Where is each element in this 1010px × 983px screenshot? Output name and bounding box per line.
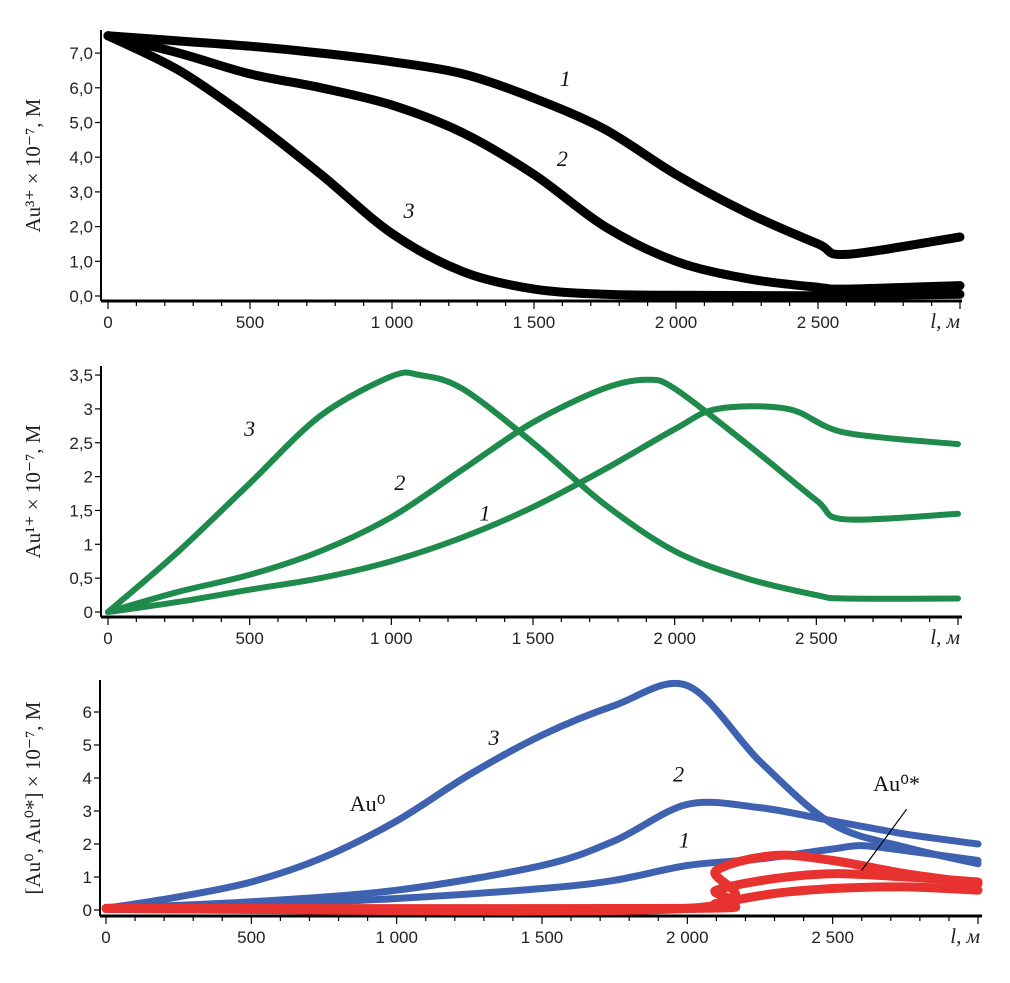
- x-axis-label: l, м: [950, 924, 980, 948]
- x-tick-label: 1 000: [371, 313, 414, 332]
- y-tick-label: 2,5: [69, 434, 93, 453]
- x-tick-label: 2 500: [795, 629, 838, 648]
- series-line-3: [105, 369, 961, 615]
- y-tick-label: 6: [83, 703, 92, 722]
- curve-label: 1: [679, 827, 690, 852]
- x-tick-label: 0: [101, 928, 110, 947]
- y-tick-label: 6,0: [69, 79, 93, 98]
- x-tick-label: 1 500: [512, 629, 555, 648]
- curve-label: Au⁰: [350, 791, 386, 816]
- y-tick-label: 3,5: [69, 366, 93, 385]
- x-tick-label: 1 500: [513, 313, 556, 332]
- y-tick-label: 3: [84, 400, 93, 419]
- series-line-1: [102, 842, 982, 912]
- series-line-2: [102, 798, 982, 912]
- leader-line: [861, 808, 908, 871]
- y-tick-label: 1,0: [69, 252, 93, 271]
- y-tick-label: 4,0: [69, 148, 93, 167]
- x-tick-label: 0: [103, 313, 112, 332]
- curve-label: 2: [673, 761, 684, 786]
- x-tick-label: 500: [236, 313, 264, 332]
- curve-label: 1: [479, 501, 490, 526]
- x-tick-label: 2 000: [655, 313, 698, 332]
- series-line-3: [103, 31, 965, 301]
- y-tick-label: 7,0: [69, 44, 93, 63]
- curve-label: Au⁰*: [873, 771, 920, 796]
- series-line-au0star-5: [101, 882, 983, 914]
- y-axis-label: [Au⁰, Au⁰*] × 10⁻⁷, М: [21, 701, 45, 894]
- y-tick-label: 4: [83, 769, 92, 788]
- x-axis-label: l, м: [930, 625, 960, 649]
- y-tick-label: 5,0: [69, 114, 93, 133]
- series-line-1: [103, 31, 965, 260]
- y-tick-label: 1,5: [69, 501, 93, 520]
- x-axis-label: l, м: [930, 309, 960, 333]
- curve-label: 3: [403, 198, 415, 223]
- x-tick-label: 1 000: [375, 928, 418, 947]
- y-tick-label: 1: [83, 868, 92, 887]
- y-tick-label: 0,0: [69, 287, 93, 306]
- y-axis-label: Au¹⁺ × 10⁻⁷, М: [21, 424, 45, 558]
- y-tick-label: 2: [84, 468, 93, 487]
- x-tick-label: 500: [237, 928, 265, 947]
- panel-3: 0 500 1 000 1 500 2 000 2 500 l, м 0 1 2 3 4 5 6 [Au⁰,…: [21, 679, 983, 948]
- y-axis-label: Au³⁺ × 10⁻⁷, М: [21, 98, 45, 232]
- x-tick-label: 2 000: [666, 928, 709, 947]
- x-tick-label: 1 500: [521, 928, 564, 947]
- panel-2: 0 500 1 000 1 500 2 000 2 500 l, м 0 0,5 1 1,5 2 2,5…: [21, 366, 962, 649]
- x-tick-label: 2 000: [653, 629, 696, 648]
- series-line-2: [105, 376, 961, 615]
- panel-1: 0 500 1 000 1 500 2 000 2 500 l, м 0,0 1,0 2,0 3,0…: [21, 30, 965, 333]
- curve-label: 3: [488, 725, 500, 750]
- x-tick-label: 2 500: [811, 928, 854, 947]
- x-tick-label: 500: [235, 629, 263, 648]
- y-tick-label: 0: [83, 901, 92, 920]
- curve-label: 2: [557, 146, 568, 171]
- y-tick-label: 5: [83, 736, 92, 755]
- series-line-3: [102, 679, 982, 912]
- y-tick-label: 3: [83, 802, 92, 821]
- curve-label: 3: [243, 416, 255, 441]
- y-tick-label: 0: [84, 603, 93, 622]
- x-tick-label: 0: [103, 629, 112, 648]
- curve-label: 2: [394, 470, 405, 495]
- series-line-1: [105, 403, 961, 615]
- y-tick-label: 2,0: [69, 218, 93, 237]
- y-tick-label: 2: [83, 835, 92, 854]
- curve-label: 1: [560, 66, 571, 91]
- y-tick-label: 0,5: [69, 569, 93, 588]
- x-tick-label: 1 000: [370, 629, 413, 648]
- y-tick-label: 3,0: [69, 183, 93, 202]
- y-tick-label: 1: [84, 535, 93, 554]
- x-tick-label: 2 500: [797, 313, 840, 332]
- series-line-2: [103, 31, 965, 294]
